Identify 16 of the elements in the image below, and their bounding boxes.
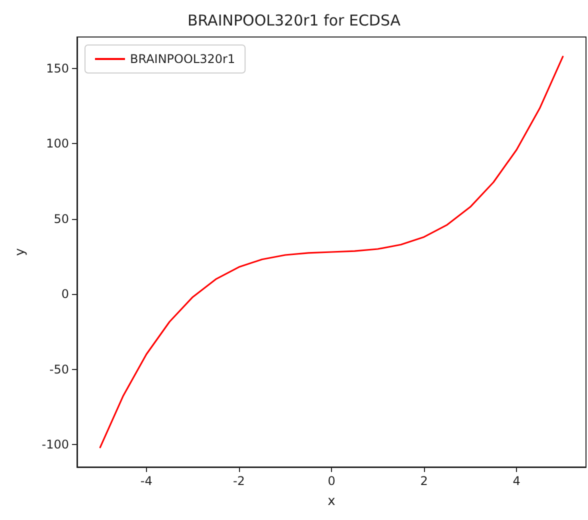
x-tick-label: 2 [420,474,428,488]
x-tick-label: -2 [232,474,245,488]
chart-title: BRAINPOOL320r1 for ECDSA [187,12,402,30]
y-tick-label: -100 [42,437,69,452]
x-tick-label: -4 [140,474,152,488]
y-tick-label: -50 [49,362,69,376]
x-tick-label: 0 [328,474,336,488]
y-tick-label: 150 [46,62,69,76]
legend-label: BRAINPOOL320r1 [130,52,236,66]
x-tick-label: 4 [512,474,520,488]
x-axis-title: x [328,494,336,509]
y-tick-label: 50 [54,212,69,226]
line-series [99,56,564,448]
y-tick-label: 0 [61,287,69,302]
y-axis-title: y [13,248,28,256]
y-tick-label: 100 [46,136,69,151]
